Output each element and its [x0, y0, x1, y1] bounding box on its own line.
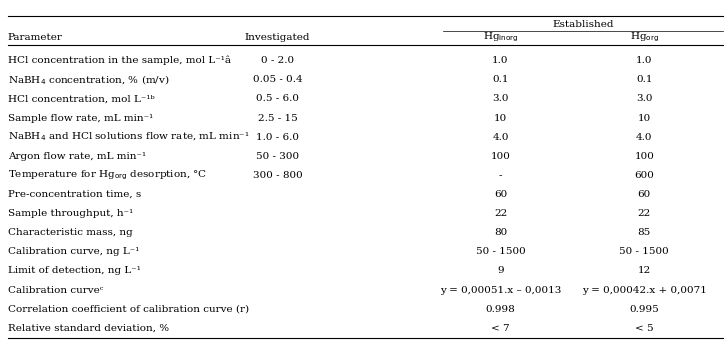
Text: Pre-concentration time, s: Pre-concentration time, s: [8, 190, 141, 199]
Text: 10: 10: [638, 114, 651, 122]
Text: 600: 600: [634, 171, 654, 180]
Text: 0.998: 0.998: [486, 305, 515, 314]
Text: 100: 100: [634, 152, 654, 161]
Text: Characteristic mass, ng: Characteristic mass, ng: [8, 228, 132, 237]
Text: 60: 60: [494, 190, 507, 199]
Text: 4.0: 4.0: [636, 132, 652, 142]
Text: HCl concentration, mol L⁻¹ᵇ: HCl concentration, mol L⁻¹ᵇ: [8, 94, 154, 104]
Text: Parameter: Parameter: [8, 33, 63, 42]
Text: < 5: < 5: [635, 324, 654, 333]
Text: Limit of detection, ng L⁻¹: Limit of detection, ng L⁻¹: [8, 266, 141, 275]
Text: 0 - 2.0: 0 - 2.0: [261, 56, 294, 65]
Text: NaBH$_4$ concentration, % (m/v): NaBH$_4$ concentration, % (m/v): [8, 73, 170, 87]
Text: 3.0: 3.0: [636, 94, 652, 104]
Text: 50 - 300: 50 - 300: [256, 152, 299, 161]
Text: 1.0: 1.0: [636, 56, 652, 65]
Text: Calibration curveᶜ: Calibration curveᶜ: [8, 286, 103, 295]
Text: Temperature for Hg$_{\mathrm{org}}$ desorption, °C: Temperature for Hg$_{\mathrm{org}}$ deso…: [8, 169, 207, 182]
Text: 0.05 - 0.4: 0.05 - 0.4: [253, 75, 302, 84]
Text: NaBH$_4$ and HCl solutions flow rate, mL min⁻¹: NaBH$_4$ and HCl solutions flow rate, mL…: [8, 131, 249, 143]
Text: 22: 22: [494, 209, 507, 218]
Text: 10: 10: [494, 114, 507, 122]
Text: Hg$_{\mathrm{inorg}}$: Hg$_{\mathrm{inorg}}$: [483, 31, 518, 45]
Text: 0.5 - 6.0: 0.5 - 6.0: [256, 94, 299, 104]
Text: Calibration curve, ng L⁻¹: Calibration curve, ng L⁻¹: [8, 247, 139, 256]
Text: 1.0: 1.0: [492, 56, 509, 65]
Text: 9: 9: [497, 266, 504, 275]
Text: Sample throughput, h⁻¹: Sample throughput, h⁻¹: [8, 209, 133, 218]
Text: 3.0: 3.0: [492, 94, 509, 104]
Text: Established: Established: [553, 20, 614, 29]
Text: 1.0 - 6.0: 1.0 - 6.0: [256, 132, 299, 142]
Text: Argon flow rate, mL min⁻¹: Argon flow rate, mL min⁻¹: [8, 152, 146, 161]
Text: 0.1: 0.1: [636, 75, 652, 84]
Text: 100: 100: [491, 152, 510, 161]
Text: 2.5 - 15: 2.5 - 15: [258, 114, 297, 122]
Text: Hg$_{\mathrm{org}}$: Hg$_{\mathrm{org}}$: [630, 31, 659, 45]
Text: 50 - 1500: 50 - 1500: [475, 247, 526, 256]
Text: Sample flow rate, mL min⁻¹: Sample flow rate, mL min⁻¹: [8, 114, 153, 122]
Text: Correlation coefficient of calibration curve (r): Correlation coefficient of calibration c…: [8, 305, 249, 314]
Text: 85: 85: [638, 228, 651, 237]
Text: 22: 22: [638, 209, 651, 218]
Text: Investigated: Investigated: [245, 33, 310, 42]
Text: HCl concentration in the sample, mol L⁻¹â: HCl concentration in the sample, mol L⁻¹…: [8, 56, 231, 66]
Text: 80: 80: [494, 228, 507, 237]
Text: 0.995: 0.995: [630, 305, 660, 314]
Text: 300 - 800: 300 - 800: [253, 171, 302, 180]
Text: 4.0: 4.0: [492, 132, 509, 142]
Text: 12: 12: [638, 266, 651, 275]
Text: Relative standard deviation, %: Relative standard deviation, %: [8, 324, 169, 333]
Text: y = 0,00051.x – 0,0013: y = 0,00051.x – 0,0013: [440, 286, 561, 295]
Text: < 7: < 7: [491, 324, 510, 333]
Text: -: -: [499, 171, 502, 180]
Text: 60: 60: [638, 190, 651, 199]
Text: 0.1: 0.1: [492, 75, 509, 84]
Text: y = 0,00042.x + 0,0071: y = 0,00042.x + 0,0071: [582, 286, 707, 295]
Text: 50 - 1500: 50 - 1500: [620, 247, 669, 256]
